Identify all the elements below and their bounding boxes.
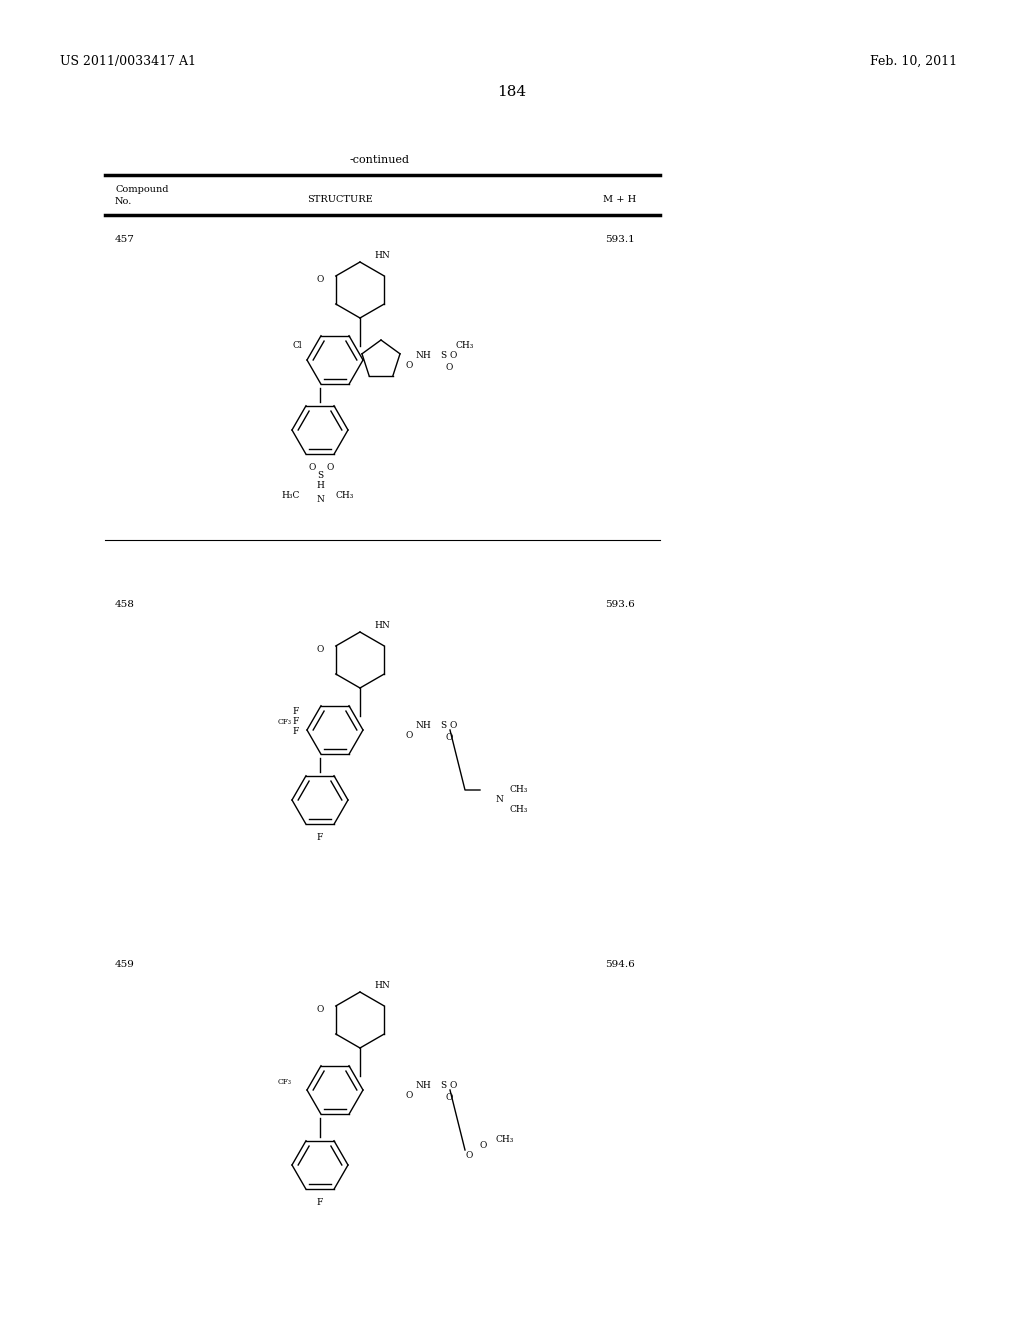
Text: CH₃: CH₃ [510,805,528,814]
Text: F: F [293,708,299,717]
Text: CH₃: CH₃ [455,341,473,350]
Text: O: O [406,730,413,739]
Text: H₃C: H₃C [282,491,300,499]
Text: O: O [316,276,324,285]
Text: O: O [480,1140,487,1150]
Text: O: O [445,1093,453,1102]
Text: HN: HN [374,981,390,990]
Text: No.: No. [115,197,132,206]
Text: CF₃: CF₃ [278,1078,292,1086]
Text: O: O [406,1090,413,1100]
Text: O: O [465,1151,472,1159]
Text: O: O [316,1006,324,1015]
Text: O: O [327,463,334,473]
Text: O: O [445,734,453,742]
Text: N: N [495,796,503,804]
Text: O: O [308,463,315,473]
Text: S: S [440,721,446,730]
Text: 457: 457 [115,235,135,244]
Text: O: O [445,363,453,372]
Text: Cl: Cl [293,341,302,350]
Text: NH: NH [415,351,431,359]
Text: O: O [450,351,458,359]
Text: F: F [293,727,299,737]
Text: STRUCTURE: STRUCTURE [307,195,373,205]
Text: NH: NH [415,721,431,730]
Text: M + H: M + H [603,195,637,205]
Text: CH₃: CH₃ [335,491,353,499]
Text: S: S [317,470,323,479]
Text: CF₃: CF₃ [278,718,292,726]
Text: S: S [440,1081,446,1089]
Text: CH₃: CH₃ [510,785,528,795]
Text: 594.6: 594.6 [605,960,635,969]
Text: US 2011/0033417 A1: US 2011/0033417 A1 [60,55,196,69]
Text: 458: 458 [115,601,135,609]
Text: Compound: Compound [115,185,169,194]
Text: CH₃: CH₃ [495,1135,513,1144]
Text: O: O [406,360,413,370]
Text: O: O [316,645,324,655]
Text: 184: 184 [498,84,526,99]
Text: -continued: -continued [350,154,410,165]
Text: Feb. 10, 2011: Feb. 10, 2011 [870,55,957,69]
Text: F: F [316,833,324,842]
Text: S: S [440,351,446,359]
Text: HN: HN [374,251,390,260]
Text: F: F [316,1199,324,1206]
Text: 593.1: 593.1 [605,235,635,244]
Text: O: O [450,721,458,730]
Text: 593.6: 593.6 [605,601,635,609]
Text: F: F [293,718,299,726]
Text: 459: 459 [115,960,135,969]
Text: NH: NH [415,1081,431,1089]
Text: HN: HN [374,620,390,630]
Text: O: O [450,1081,458,1089]
Text: H: H [316,480,324,490]
Text: N: N [316,495,324,504]
